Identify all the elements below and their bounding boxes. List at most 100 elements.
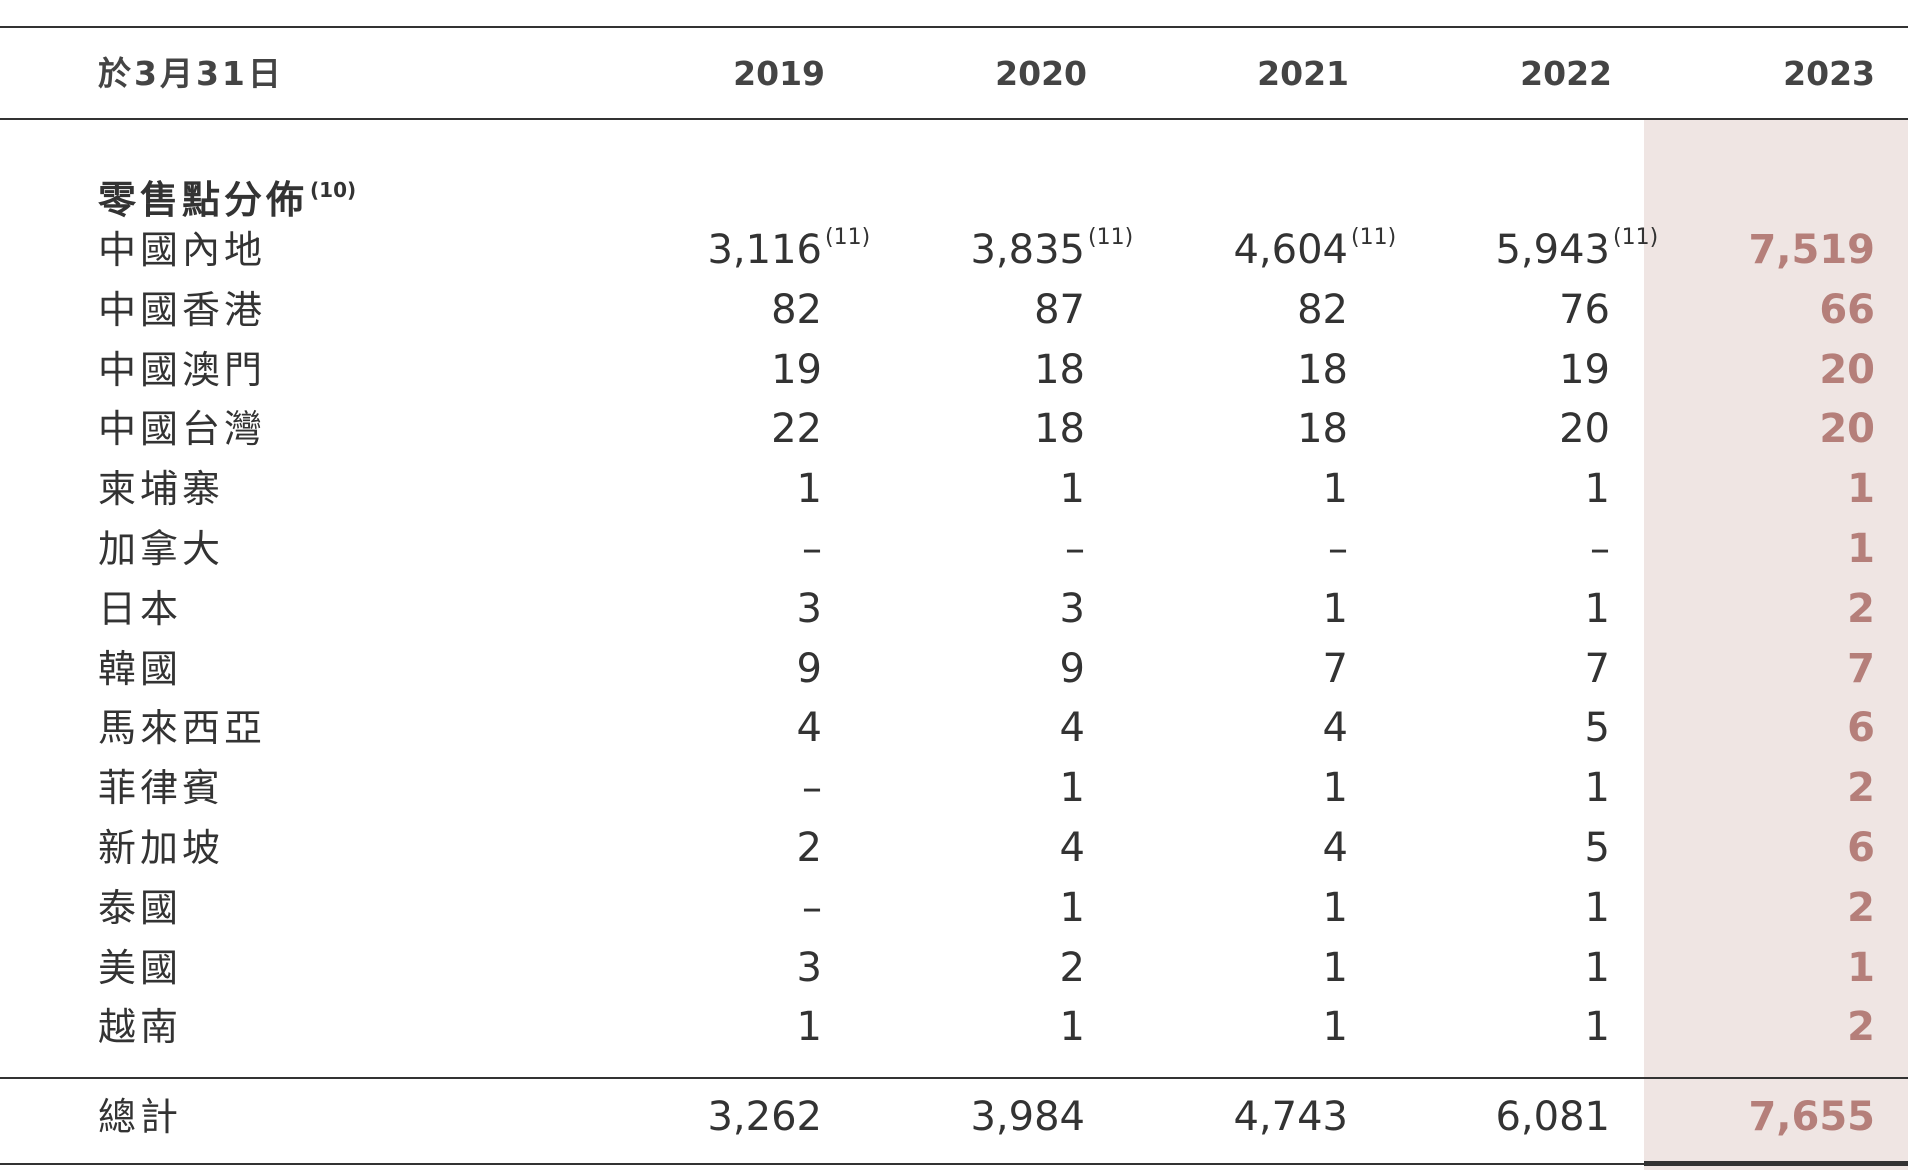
table-row: 中國澳門 19 18 18 19 20: [0, 340, 1908, 400]
cell-2020: –: [1065, 525, 1085, 572]
header-year-2021: 2021: [1257, 54, 1349, 93]
cell-2019: 3: [796, 944, 822, 991]
cell-2022: 1: [1584, 765, 1610, 812]
cell-2021: 1: [1322, 884, 1348, 931]
table-body: 中國內地 3,116 (11) 3,835 (11) 4,604 (11) 5,943 (11)…: [0, 220, 1908, 1057]
table-row: 中國台灣 22 18 18 20 20: [0, 399, 1908, 459]
cell-2022: 1: [1584, 1004, 1610, 1051]
cell-2023: 7: [1847, 645, 1875, 692]
table-row: 韓國 9 9 7 7 7: [0, 639, 1908, 699]
cell-2022: 1: [1584, 585, 1610, 632]
table-row: 日本 3 3 1 1 2: [0, 579, 1908, 639]
cell-2019: 2: [796, 824, 822, 871]
section-footnote-mark: (10): [310, 178, 357, 202]
header-year-2023: 2023: [1783, 54, 1875, 93]
section-title-text: 零售點分佈: [98, 178, 309, 222]
header-year-2020: 2020: [995, 54, 1087, 93]
cell-2022: 1: [1584, 466, 1610, 513]
table-row: 新加坡 2 4 4 5 6: [0, 818, 1908, 878]
cell-2019: 22: [771, 406, 822, 453]
table-row: 中國香港 82 87 82 76 66: [0, 280, 1908, 340]
section-title: 零售點分佈 (10): [98, 160, 356, 230]
cell-2021: 1: [1322, 585, 1348, 632]
total-label: 總計: [98, 1095, 183, 1139]
cell-2022: –: [1590, 525, 1610, 572]
header-year-2022: 2022: [1520, 54, 1612, 93]
cell-2020: 4: [1059, 705, 1085, 752]
cell-2020: 1: [1059, 765, 1085, 812]
cell-2019: –: [802, 525, 822, 572]
row-label: 泰國: [98, 885, 183, 930]
cell-2023: 1: [1847, 525, 1875, 572]
row-label: 韓國: [98, 646, 183, 691]
cell-2023: 7,519: [1748, 227, 1875, 273]
total-row: 總計 3,262 3,984 4,743 6,081 7,655: [0, 1087, 1908, 1147]
row-label: 新加坡: [98, 825, 225, 870]
header-date-label: 於3月31日: [98, 54, 284, 93]
header-year-2019: 2019: [733, 54, 825, 93]
footnote-mark: (11): [1613, 225, 1659, 250]
table-row: 菲律賓 – 1 1 1 2: [0, 758, 1908, 818]
footnote-mark: (11): [825, 225, 871, 250]
cell-2020: 3: [1059, 585, 1085, 632]
row-label: 中國內地: [98, 228, 267, 272]
cell-2021: 1: [1322, 466, 1348, 513]
total-2019: 3,262: [707, 1094, 822, 1140]
cell-2019: 3,116: [707, 227, 822, 273]
cell-2022: 5: [1584, 705, 1610, 752]
cell-2021: –: [1328, 525, 1348, 572]
cell-2020: 1: [1059, 884, 1085, 931]
cell-2019: 19: [771, 346, 822, 393]
cell-2021: 18: [1297, 346, 1348, 393]
cell-2021: 1: [1322, 944, 1348, 991]
table-header-row: 於3月31日 2019 2020 2021 2022 2023: [0, 44, 1908, 104]
total-2020: 3,984: [970, 1094, 1085, 1140]
footnote-mark: (11): [1351, 225, 1397, 250]
cell-2022: 5,943: [1495, 227, 1610, 273]
cell-2023: 20: [1819, 346, 1875, 393]
cell-2019: 3: [796, 585, 822, 632]
row-label: 中國台灣: [98, 407, 267, 452]
table-bottom-rule: [0, 1163, 1908, 1165]
cell-2023: 66: [1819, 286, 1875, 333]
table-row: 中國內地 3,116 (11) 3,835 (11) 4,604 (11) 5,943 (11)…: [0, 220, 1908, 280]
cell-2022: 7: [1584, 645, 1610, 692]
table-row: 柬埔寨 1 1 1 1 1: [0, 459, 1908, 519]
cell-2020: 4: [1059, 824, 1085, 871]
cell-2023: 2: [1847, 1004, 1875, 1051]
cell-2020: 18: [1034, 346, 1085, 393]
cell-2019: –: [802, 884, 822, 931]
table-row: 泰國 – 1 1 1 2: [0, 878, 1908, 938]
total-2021: 4,743: [1233, 1094, 1348, 1140]
table-top-rule: [0, 26, 1908, 28]
cell-2022: 19: [1559, 346, 1610, 393]
cell-2021: 4,604: [1233, 227, 1348, 273]
cell-2020: 1: [1059, 466, 1085, 513]
cell-2023: 1: [1847, 944, 1875, 991]
cell-2021: 1: [1322, 1004, 1348, 1051]
total-2022: 6,081: [1495, 1094, 1610, 1140]
cell-2022: 76: [1559, 286, 1610, 333]
table-row: 加拿大 – – – – 1: [0, 519, 1908, 579]
total-2023: 7,655: [1748, 1094, 1875, 1140]
cell-2023: 2: [1847, 765, 1875, 812]
cell-2023: 2: [1847, 884, 1875, 931]
cell-2022: 20: [1559, 406, 1610, 453]
cell-2020: 18: [1034, 406, 1085, 453]
cell-2021: 4: [1322, 705, 1348, 752]
cell-2021: 7: [1322, 645, 1348, 692]
cell-2023: 20: [1819, 406, 1875, 453]
table-row: 美國 3 2 1 1 1: [0, 938, 1908, 998]
cell-2019: 4: [796, 705, 822, 752]
cell-2021: 82: [1297, 286, 1348, 333]
highlight-bottom-rule: [1644, 1161, 1908, 1166]
cell-2022: 5: [1584, 824, 1610, 871]
cell-2020: 3,835: [970, 227, 1085, 273]
highlight-column-2023: [1644, 119, 1908, 1170]
cell-2020: 87: [1034, 286, 1085, 333]
cell-2021: 4: [1322, 824, 1348, 871]
footnote-mark: (11): [1088, 225, 1134, 250]
cell-2019: 9: [796, 645, 822, 692]
row-label: 美國: [98, 945, 183, 990]
header-rule: [0, 118, 1908, 120]
